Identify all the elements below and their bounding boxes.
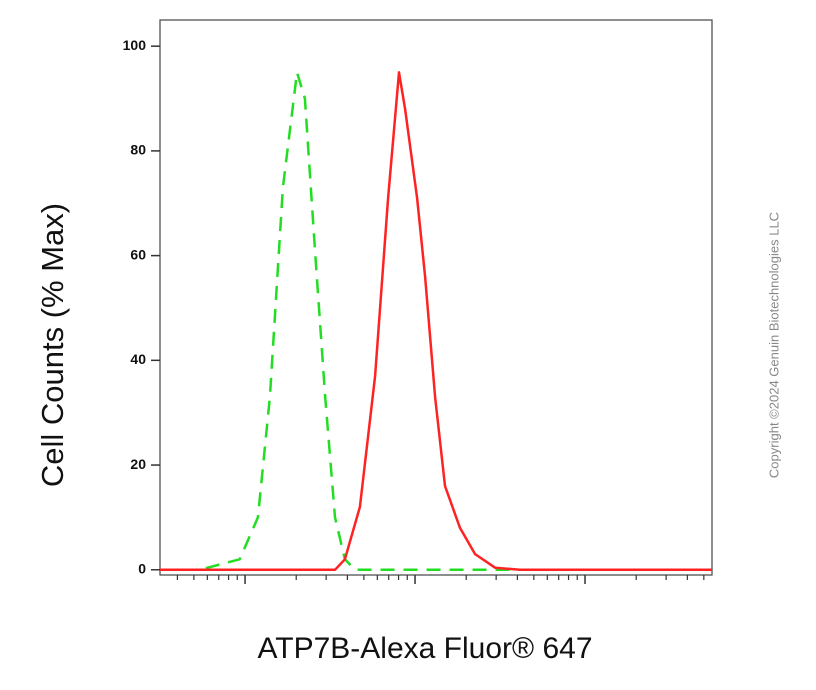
series-line: [160, 71, 712, 572]
copyright: Copyright ©2024 Genuin Biotechnologies L…: [766, 212, 781, 478]
y-tick-label: 40: [130, 351, 146, 367]
series-line: [160, 71, 712, 572]
plot-frame: [159, 19, 713, 576]
y-tick-label: 60: [130, 246, 146, 262]
y-tick-label: 0: [138, 560, 146, 576]
x-axis-label: ATP7B-Alexa Fluor® 647: [257, 632, 592, 665]
y-tick-label: 20: [130, 456, 146, 472]
y-axis-label: Cell Counts (% Max): [35, 203, 70, 487]
y-tick-label: 80: [130, 142, 146, 158]
y-tick-label: 100: [123, 37, 147, 53]
